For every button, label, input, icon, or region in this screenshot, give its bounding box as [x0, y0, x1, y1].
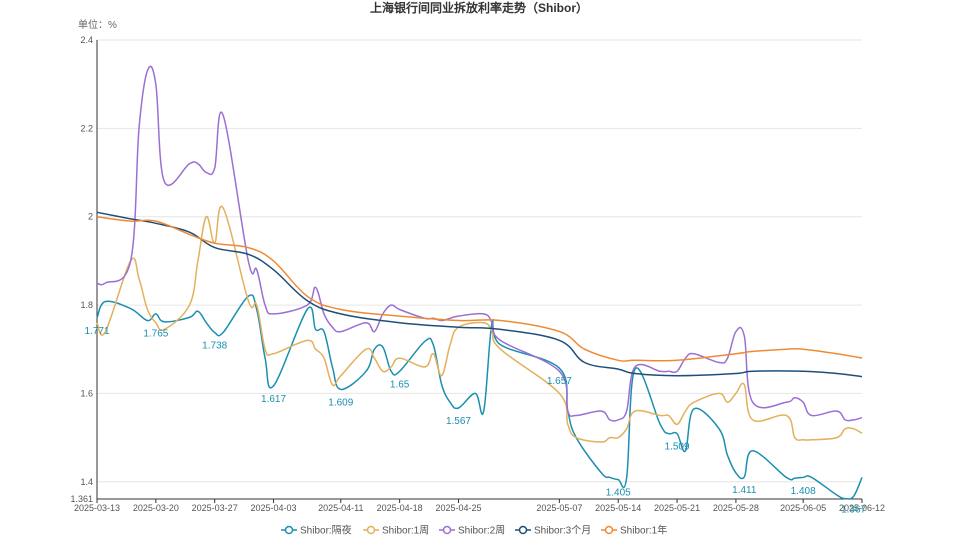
data-label: 1.657: [547, 376, 572, 387]
x-tick-label: 2025-03-20: [133, 503, 179, 513]
y-tick-label: 1.6: [80, 388, 93, 398]
legend-marker: [604, 525, 614, 535]
series-layer: [96, 65, 863, 500]
x-tick-label: 2025-06-12: [839, 503, 885, 513]
y-tick-label: 1.4: [80, 477, 93, 487]
legend-marker: [442, 525, 452, 535]
data-label-layer: 1.771 1.765 1.738 1.617 1.609 1.65 1.567 1.657 1…: [84, 326, 866, 515]
x-tick-label: 2025-05-21: [654, 503, 700, 513]
data-label: 1.738: [202, 340, 227, 351]
data-label: 1.65: [390, 379, 410, 390]
chart-title: 上海银行间同业拆放利率走势（Shibor）: [370, 0, 588, 15]
y-tick-label: 2.4: [80, 35, 93, 45]
x-tick-label: 2025-04-25: [435, 503, 481, 513]
x-tick-label: 2025-04-03: [251, 503, 297, 513]
series-line-0: [96, 294, 863, 500]
y-tick-label: 1.361: [70, 494, 93, 504]
data-label: 1.765: [143, 329, 168, 340]
legend-label: Shibor:1年: [620, 524, 667, 537]
legend-label: Shibor:隔夜: [300, 524, 352, 537]
x-tick-label: 2025-03-27: [192, 503, 238, 513]
data-label: 1.567: [446, 416, 471, 427]
legend-marker: [284, 525, 294, 535]
unit-label: 单位：%: [78, 18, 117, 31]
x-tick-label: 2025-06-05: [780, 503, 826, 513]
y-tick-label: 2: [88, 212, 93, 222]
legend-marker: [518, 525, 528, 535]
x-tick-label: 2025-03-13: [74, 503, 120, 513]
data-label: 1.771: [84, 326, 109, 337]
axis-layer: 1.361 1.4 1.6 1.8 2 2.2 2.4 2025-03-13 2025-03-2…: [70, 35, 885, 513]
data-label: 1.609: [328, 397, 353, 408]
y-tick-label: 2.2: [80, 123, 93, 133]
x-tick-label: 2025-05-14: [595, 503, 641, 513]
series-line-4: [96, 215, 863, 362]
x-tick-label: 2025-04-11: [318, 503, 363, 513]
legend-label: Shibor:1周: [382, 525, 429, 537]
data-label: 1.509: [665, 442, 690, 453]
grid-layer: [97, 39, 862, 483]
data-label: 1.411: [732, 485, 757, 496]
data-label: 1.367: [841, 504, 866, 515]
data-label: 1.617: [261, 394, 286, 405]
y-tick-label: 1.8: [80, 300, 93, 310]
x-tick-label: 2025-04-18: [377, 503, 423, 513]
x-tick-label: 2025-05-28: [713, 503, 759, 513]
x-tick-label: 2025-05-07: [536, 503, 582, 513]
legend-label: Shibor:3个月: [534, 525, 591, 537]
data-label: 1.408: [791, 486, 816, 497]
legend-marker: [366, 525, 376, 535]
legend-label: Shibor:2周: [458, 525, 505, 537]
legend: Shibor:隔夜 Shibor:1周 Shibor:2周 Shibor:3个月 Shi…: [281, 524, 667, 537]
data-label: 1.405: [606, 488, 631, 499]
series-line-2: [96, 65, 863, 422]
